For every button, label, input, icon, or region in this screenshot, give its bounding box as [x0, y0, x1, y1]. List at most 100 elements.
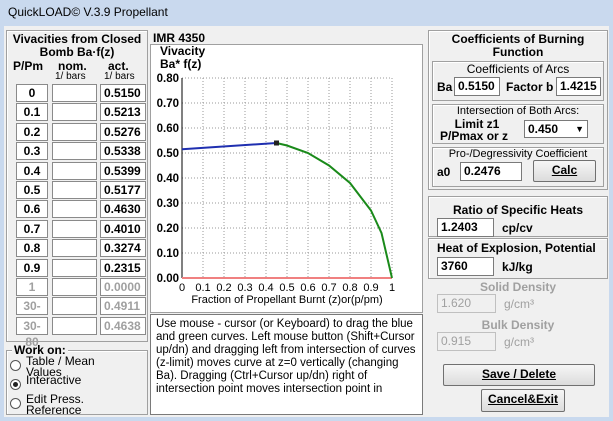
factor-b-input[interactable]: 1.4215: [556, 77, 601, 96]
limit-select[interactable]: 0.450 ▼: [524, 120, 588, 138]
chart-title: IMR 4350: [153, 31, 206, 45]
act-cell[interactable]: 0.5338: [100, 142, 146, 161]
nom-cell[interactable]: [52, 103, 97, 122]
work-on-title: Work on:: [12, 343, 68, 357]
nom-cell[interactable]: [52, 142, 97, 161]
window-title: QuickLOAD© V.3.9 Propellant: [8, 5, 168, 19]
unit: g/cm³: [504, 335, 534, 349]
group-title: Ratio of Specific Heats: [452, 203, 584, 217]
ba-input[interactable]: 0.5150: [454, 77, 500, 96]
act-cell[interactable]: 0.5213: [100, 103, 146, 122]
radio-label[interactable]: Table / Mean Values: [26, 356, 95, 376]
act-cell[interactable]: 0.4630: [100, 200, 146, 219]
heat-input[interactable]: 3760: [437, 257, 494, 276]
nom-cell[interactable]: [52, 258, 97, 277]
cancel-exit-button[interactable]: Cancel&Exit: [481, 389, 565, 412]
column-header: nom.: [58, 59, 87, 73]
x-tick-label: 0: [179, 282, 185, 294]
act-cell[interactable]: 0.3274: [100, 239, 146, 258]
row-label: 0: [16, 84, 48, 102]
label: Factor b: [506, 80, 554, 94]
unit: cp/cv: [502, 221, 533, 235]
nom-cell[interactable]: [52, 84, 97, 102]
intersection-group: [432, 104, 604, 144]
column-unit: 1/ bars: [104, 71, 135, 82]
column-unit: 1/ bars: [55, 71, 86, 82]
x-tick-label: 0.7: [321, 282, 336, 294]
group-title: Bulk Density: [481, 318, 555, 332]
save-delete-button[interactable]: Save / Delete: [443, 364, 595, 386]
intersection-point: [274, 140, 279, 146]
act-cell[interactable]: 0.5177: [100, 181, 146, 199]
select-value: 0.450: [528, 122, 559, 136]
dropdown-arrow: ▼: [575, 124, 584, 134]
radio-dot: [13, 382, 18, 387]
y-tick-label: 0.50: [157, 148, 179, 160]
label: Ba: [437, 80, 453, 94]
group-title: Heat of Explosion, Potential: [437, 241, 596, 255]
act-cell[interactable]: 0.0000: [100, 278, 146, 296]
act-cell[interactable]: 0.5399: [100, 161, 146, 180]
nom-cell[interactable]: [52, 219, 97, 238]
specific-heats-group: [428, 196, 608, 237]
act-cell[interactable]: 0.5276: [100, 122, 146, 141]
y-tick-label: 0.10: [157, 248, 179, 260]
group-title: Solid Density: [479, 280, 556, 294]
nom-cell[interactable]: [52, 239, 97, 258]
radio[interactable]: [10, 360, 21, 371]
act-cell[interactable]: 0.4638: [100, 316, 146, 335]
x-tick-label: 0.4: [258, 282, 273, 294]
table-title: Vivacities from Closed Bomb Ba·f(z): [12, 32, 142, 59]
x-tick-label: 0.8: [342, 282, 357, 294]
row-label: 0.3: [16, 142, 48, 161]
x-tick-label: 0.9: [363, 282, 378, 294]
radio[interactable]: [10, 379, 21, 390]
nom-cell[interactable]: [52, 278, 97, 296]
act-cell[interactable]: 0.5150: [100, 84, 146, 102]
act-cell[interactable]: 0.2315: [100, 258, 146, 277]
specific-heats-input[interactable]: 1.2403: [437, 218, 494, 237]
group-title: Pro-/Degressivity Coefficient: [448, 148, 588, 160]
nom-cell[interactable]: [52, 181, 97, 199]
row-label: 0.8: [16, 239, 48, 258]
calc-button[interactable]: Calc: [533, 160, 596, 182]
x-axis-label: Fraction of Propellant Burnt (z)or(p/pm): [191, 294, 382, 306]
chart-header: [150, 30, 423, 45]
label: a0: [437, 165, 451, 179]
row-label: 0.6: [16, 200, 48, 219]
radio-label[interactable]: Edit Press. Reference: [26, 394, 85, 414]
row-label: 0.7: [16, 219, 48, 238]
radio[interactable]: [10, 398, 21, 409]
nom-cell[interactable]: [52, 297, 97, 316]
series-line: [181, 142, 277, 151]
nom-cell[interactable]: [52, 200, 97, 219]
act-cell[interactable]: 0.4911: [100, 297, 146, 316]
y-tick-label: 0.60: [157, 123, 179, 135]
row-label: 30-70: [16, 297, 48, 329]
nom-cell[interactable]: [52, 161, 97, 180]
nom-cell[interactable]: [52, 316, 97, 335]
y-axis-label: Vivacity Ba* f(z): [160, 44, 206, 71]
y-tick-label: 0.20: [157, 223, 179, 235]
act-cell[interactable]: 0.4010: [100, 219, 146, 238]
radio-label[interactable]: Interactive: [26, 375, 82, 387]
row-label: 0.5: [16, 181, 48, 199]
y-tick-label: 0.00: [157, 273, 179, 285]
burning-function-group: [428, 30, 608, 190]
chart: 0.00 0.10 0.20 0.30 0.40 0.50 0.60 0.70 0.80 0 0.1…: [157, 73, 395, 306]
row-label: 0.2: [16, 122, 48, 141]
degressivity-group: [432, 147, 604, 187]
nom-cell[interactable]: [52, 122, 97, 141]
heat-group: [428, 238, 608, 279]
series-line: [276, 142, 393, 279]
row-label: 0.1: [16, 103, 48, 122]
a0-input[interactable]: 0.2476: [460, 162, 522, 181]
x-tick-label: 0.2: [216, 282, 231, 294]
arcs-group: [432, 61, 604, 101]
row-label: 0.9: [16, 258, 48, 277]
x-tick-label: 0.6: [300, 282, 315, 294]
y-tick-label: 0.40: [157, 173, 179, 185]
x-tick-label: 0.1: [195, 282, 210, 294]
